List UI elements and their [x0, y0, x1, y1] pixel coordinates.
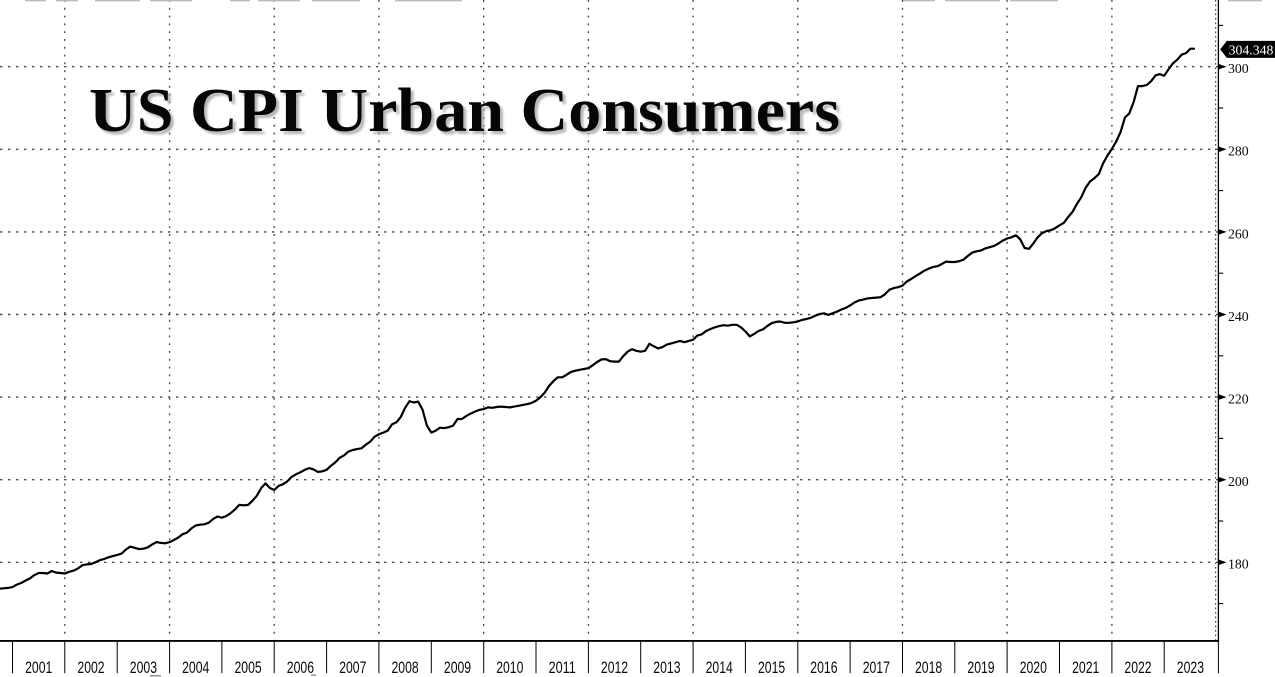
svg-text:2022: 2022 — [1124, 659, 1151, 677]
svg-text:2007: 2007 — [339, 659, 366, 677]
svg-text:304.348: 304.348 — [1229, 42, 1274, 57]
svg-text:200: 200 — [1228, 474, 1249, 489]
svg-text:2003: 2003 — [130, 659, 157, 677]
svg-text:240: 240 — [1228, 309, 1249, 324]
svg-text:2017: 2017 — [863, 659, 890, 677]
svg-text:2012: 2012 — [601, 659, 628, 677]
svg-text:US CPI Urban Consumers: US CPI Urban Consumers — [92, 78, 843, 148]
svg-text:2016: 2016 — [810, 659, 837, 677]
svg-text:300: 300 — [1228, 61, 1249, 76]
svg-text:2019: 2019 — [967, 659, 994, 677]
svg-text:260: 260 — [1228, 226, 1249, 241]
svg-text:2009: 2009 — [444, 659, 471, 677]
svg-text:2018: 2018 — [915, 659, 942, 677]
svg-text:2006: 2006 — [287, 659, 314, 677]
svg-text:2001: 2001 — [25, 659, 52, 677]
svg-text:180: 180 — [1228, 557, 1249, 572]
svg-text:US CPI Urban Consumers: US CPI Urban Consumers — [89, 75, 840, 145]
svg-text:2011: 2011 — [549, 659, 576, 677]
svg-text:2023: 2023 — [1177, 659, 1204, 677]
svg-text:2004: 2004 — [182, 659, 209, 677]
svg-text:2005: 2005 — [235, 659, 262, 677]
svg-text:2015: 2015 — [758, 659, 785, 677]
svg-text:2014: 2014 — [706, 659, 733, 677]
svg-text:2010: 2010 — [496, 659, 523, 677]
svg-text:280: 280 — [1228, 144, 1249, 159]
svg-text:220: 220 — [1228, 392, 1249, 407]
svg-text:2013: 2013 — [653, 659, 680, 677]
svg-text:2020: 2020 — [1020, 659, 1047, 677]
svg-text:2002: 2002 — [77, 659, 104, 677]
svg-text:2021: 2021 — [1072, 659, 1099, 677]
svg-text:2008: 2008 — [392, 659, 419, 677]
